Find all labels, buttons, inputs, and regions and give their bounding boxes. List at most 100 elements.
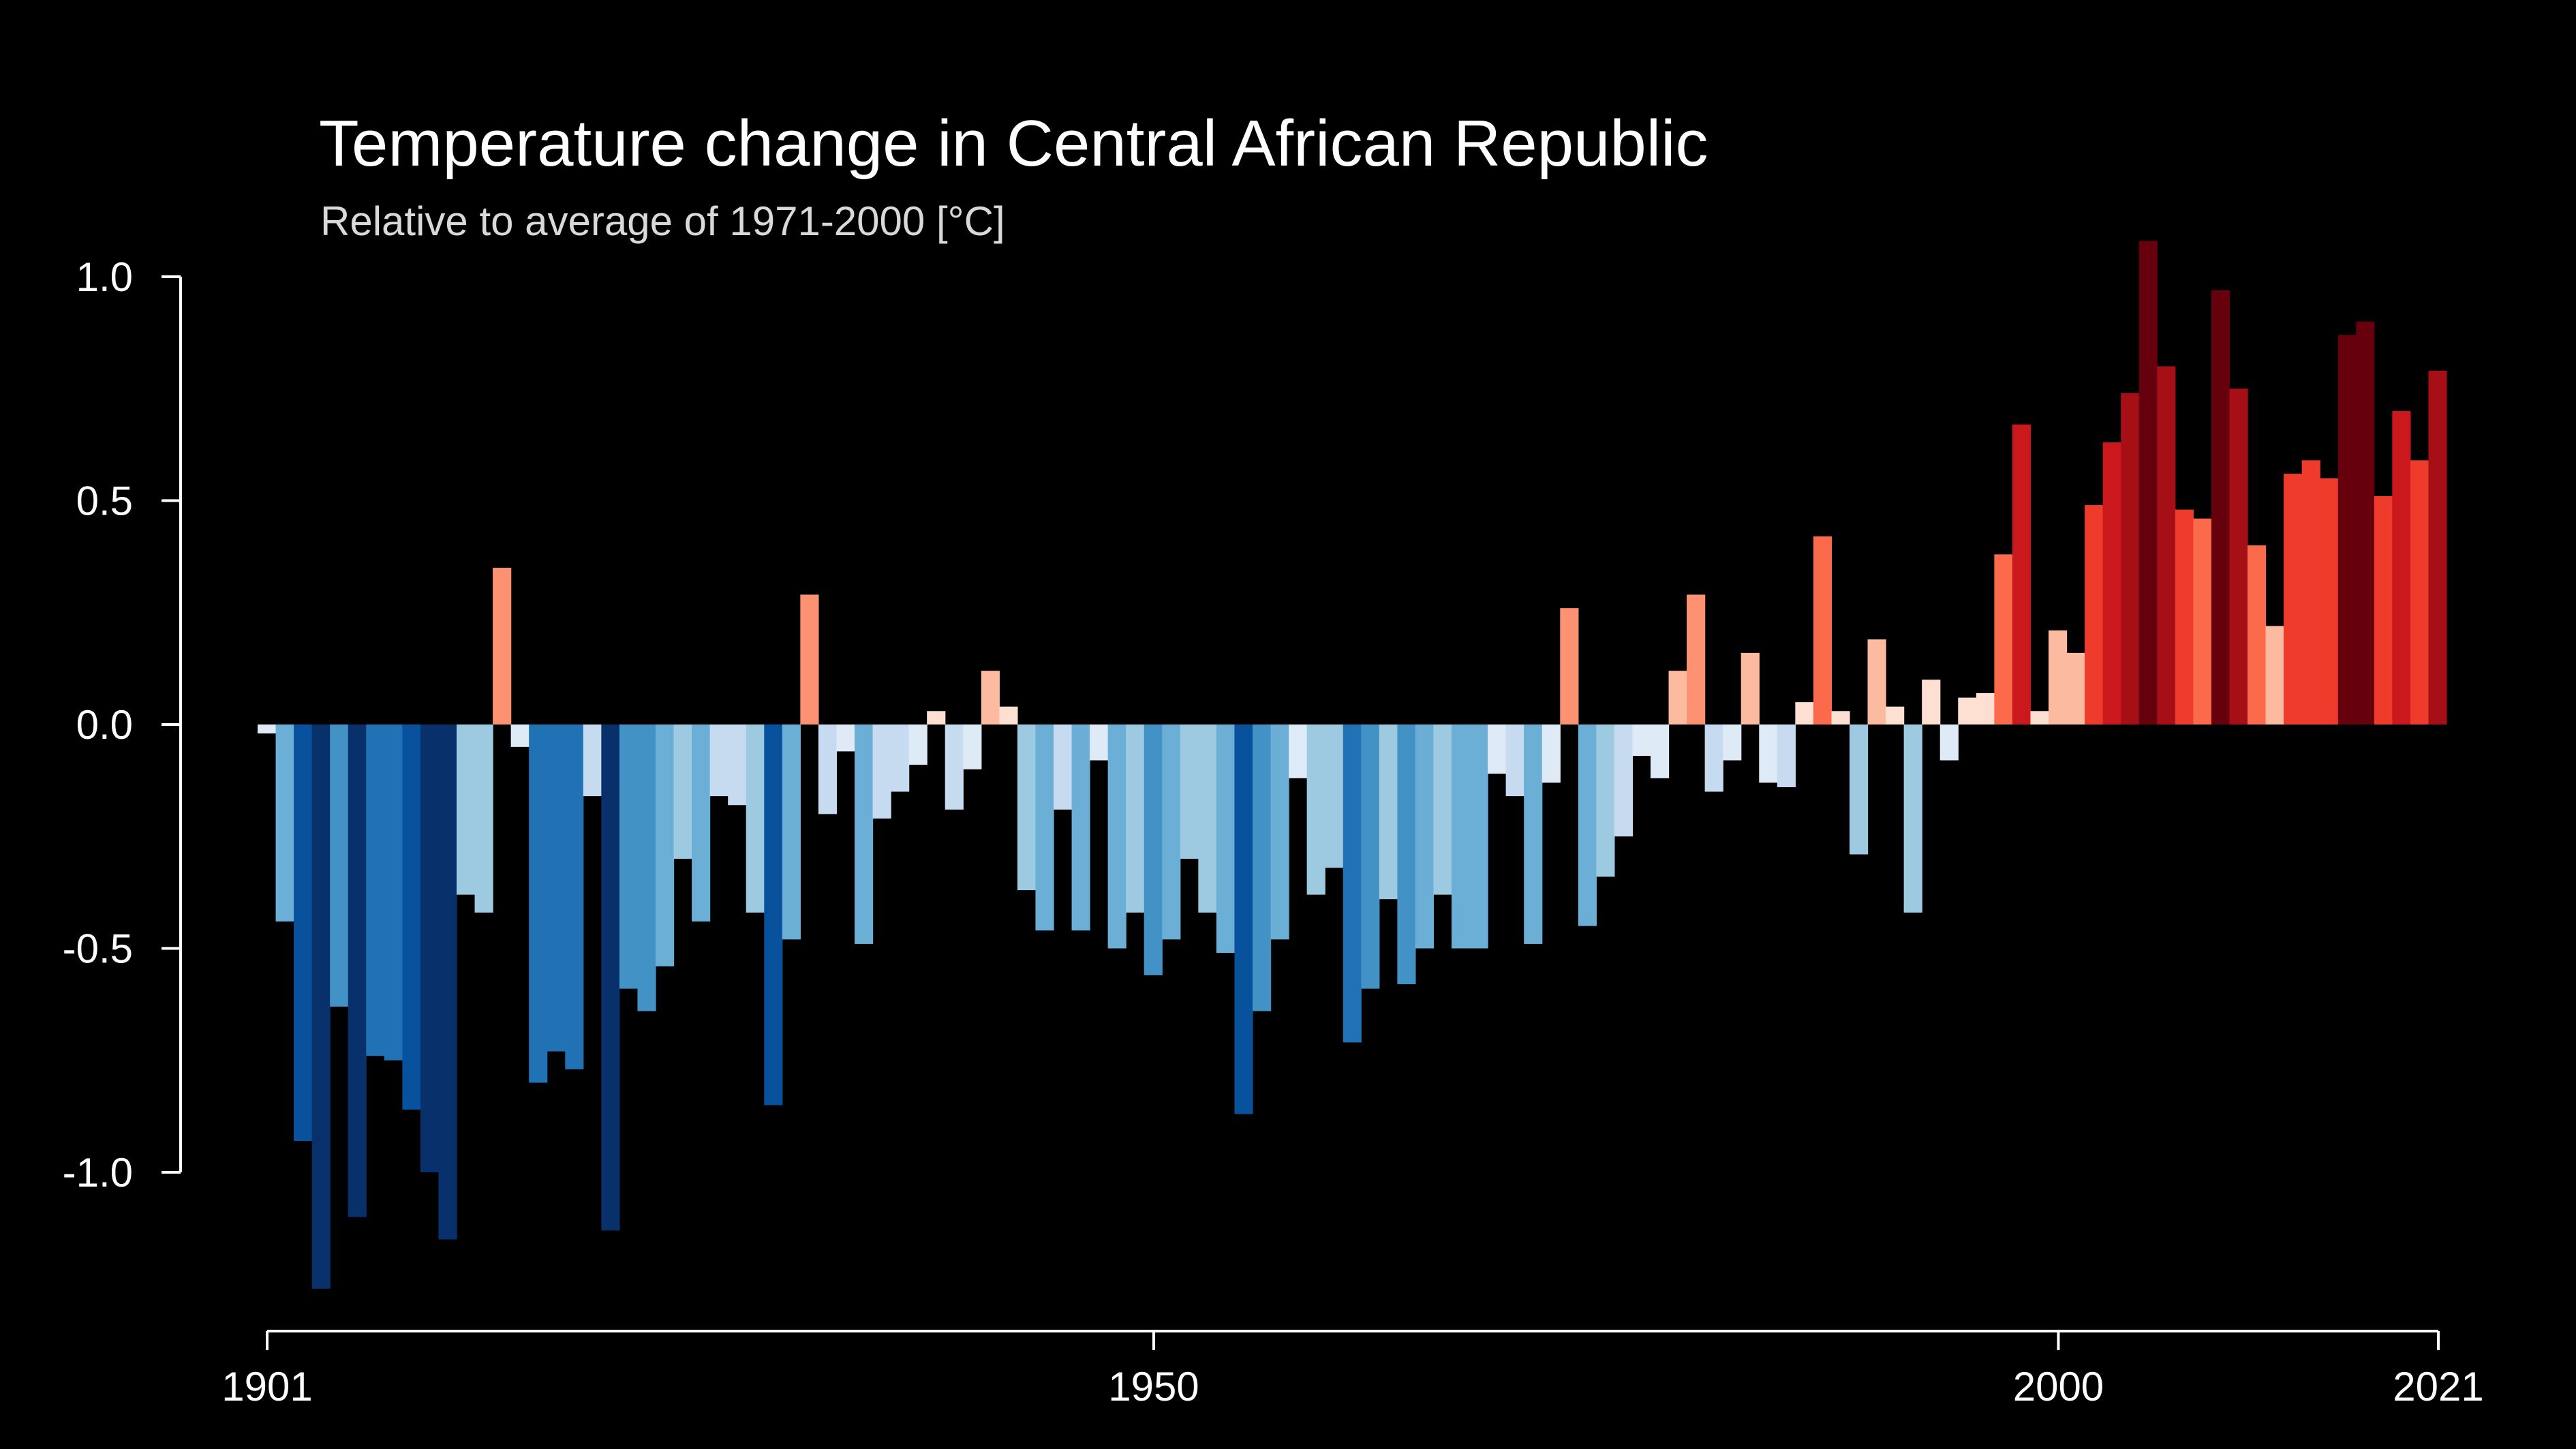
bar-1956 — [1253, 724, 1272, 1011]
bar-2020 — [2410, 460, 2429, 724]
y-tick-label: -1.0 — [63, 1150, 133, 1195]
bar-1922 — [637, 724, 656, 1011]
bar-1905 — [330, 724, 349, 1007]
bar-1925 — [692, 724, 711, 922]
bar-1975 — [1596, 724, 1615, 877]
bar-1914 — [493, 568, 512, 724]
bar-1915 — [510, 724, 530, 747]
bar-1937 — [908, 724, 927, 765]
bar-1999 — [2030, 711, 2049, 724]
bar-1913 — [474, 724, 493, 913]
bar-1959 — [1306, 724, 1325, 895]
bar-1940 — [963, 724, 982, 769]
bar-1983 — [1741, 652, 1760, 724]
bar-1916 — [529, 724, 548, 1083]
bar-1947 — [1090, 724, 1109, 761]
bar-1902 — [275, 724, 294, 922]
bar-2012 — [2265, 626, 2284, 724]
bar-1968 — [1469, 724, 1488, 949]
bar-1919 — [583, 724, 602, 797]
bar-1988 — [1831, 711, 1850, 724]
bar-1928 — [746, 724, 765, 913]
bar-1929 — [764, 724, 783, 1105]
bar-1935 — [872, 724, 891, 819]
bar-1992 — [1903, 724, 1922, 913]
bar-2015 — [2320, 478, 2339, 724]
x-tick-label: 2000 — [2013, 1364, 2104, 1409]
bar-1901 — [258, 724, 277, 734]
bar-1948 — [1107, 724, 1126, 949]
bars-group — [258, 241, 2447, 1289]
bar-1984 — [1759, 724, 1778, 783]
y-tick-label: 1.0 — [76, 254, 133, 300]
bar-1903 — [294, 724, 313, 1142]
bar-1942 — [999, 706, 1018, 724]
bar-1997 — [1994, 554, 2013, 724]
bar-2013 — [2284, 474, 2303, 724]
bar-1910 — [420, 724, 440, 1172]
bar-1953 — [1198, 724, 1217, 913]
y-tick-label: 0.0 — [76, 702, 133, 748]
bar-1939 — [945, 724, 964, 810]
bar-1943 — [1017, 724, 1037, 891]
bar-1957 — [1270, 724, 1289, 940]
bar-1978 — [1651, 724, 1670, 778]
chart-title: Temperature change in Central African Re… — [319, 107, 1708, 180]
bar-2007 — [2175, 509, 2194, 724]
bar-1965 — [1415, 724, 1435, 949]
bar-1952 — [1180, 724, 1199, 859]
bar-1982 — [1723, 724, 1742, 761]
bar-1973 — [1560, 608, 1579, 724]
bar-1958 — [1289, 724, 1308, 778]
bar-1960 — [1325, 724, 1344, 868]
bar-1930 — [782, 724, 801, 940]
bar-1991 — [1886, 706, 1905, 724]
bar-1998 — [2012, 424, 2031, 724]
bar-2002 — [2085, 505, 2104, 724]
bar-1912 — [457, 724, 476, 895]
bar-2011 — [2248, 545, 2267, 724]
bar-1906 — [348, 724, 367, 1217]
bar-1966 — [1433, 724, 1452, 895]
bar-1926 — [709, 724, 729, 797]
bar-1927 — [728, 724, 747, 806]
bar-2019 — [2392, 411, 2411, 724]
x-tick-label: 2021 — [2393, 1364, 2483, 1409]
bar-2003 — [2102, 442, 2121, 724]
bar-1907 — [366, 724, 385, 1056]
bar-1911 — [438, 724, 457, 1240]
bar-1985 — [1777, 724, 1796, 787]
bar-1994 — [1939, 724, 1959, 761]
bar-1974 — [1578, 724, 1597, 926]
bar-1971 — [1524, 724, 1543, 944]
bar-1921 — [619, 724, 639, 989]
bar-1918 — [565, 724, 584, 1069]
bar-1970 — [1505, 724, 1524, 797]
bar-2004 — [2121, 393, 2140, 724]
bar-1981 — [1704, 724, 1723, 792]
bar-1954 — [1216, 724, 1236, 954]
x-axis: 1901 1950 2000 2021 — [221, 1330, 2484, 1409]
bar-1909 — [402, 724, 421, 1110]
bar-1933 — [836, 724, 855, 752]
y-tick-label: -0.5 — [63, 926, 133, 972]
bar-1961 — [1343, 724, 1362, 1043]
bar-1938 — [927, 711, 946, 724]
bar-1920 — [601, 724, 620, 1231]
bar-1951 — [1162, 724, 1181, 940]
bar-1963 — [1379, 724, 1398, 900]
bar-1969 — [1488, 724, 1507, 774]
bar-1945 — [1054, 724, 1073, 810]
bar-1995 — [1958, 697, 1977, 724]
bar-2010 — [2229, 388, 2248, 724]
bar-1941 — [981, 671, 1000, 724]
bar-1979 — [1668, 671, 1687, 724]
bar-1989 — [1850, 724, 1869, 855]
bar-2016 — [2337, 335, 2357, 724]
y-tick-label: 0.5 — [76, 478, 133, 524]
bar-1987 — [1813, 536, 1833, 724]
bar-1964 — [1397, 724, 1416, 985]
bar-1990 — [1867, 639, 1886, 724]
bar-1908 — [384, 724, 403, 1061]
